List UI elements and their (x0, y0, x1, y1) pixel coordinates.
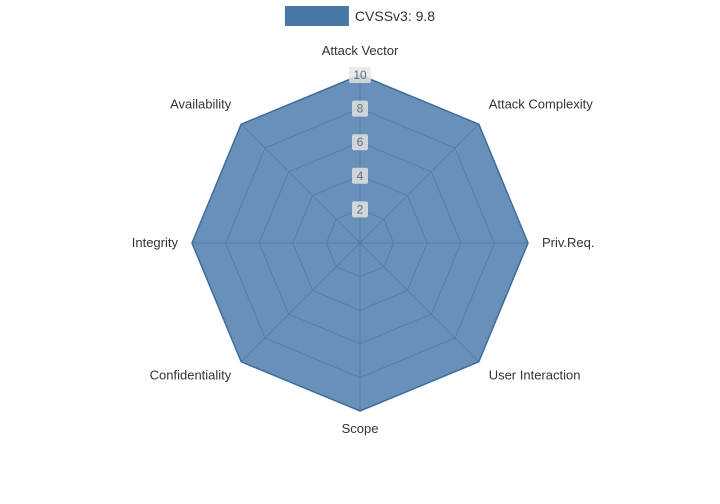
radar-tick-label: 8 (352, 100, 368, 117)
svg-text:2: 2 (357, 202, 364, 216)
legend[interactable]: CVSSv3: 9.8 (284, 6, 436, 26)
radar-axis-label: Priv.Req. (542, 235, 595, 250)
radar-axis-label: Attack Complexity (489, 96, 594, 111)
radar-axis-label: User Interaction (489, 368, 581, 383)
svg-text:8: 8 (357, 102, 364, 116)
legend-label: CVSSv3: 9.8 (354, 8, 436, 24)
radar-tick-label: 4 (352, 167, 368, 184)
radar-tick-label: 2 (352, 201, 368, 218)
svg-text:4: 4 (357, 169, 364, 183)
radar-axis-label: Integrity (132, 235, 179, 250)
radar-axis-label: Scope (342, 421, 379, 436)
svg-text:6: 6 (357, 135, 364, 149)
radar-axis-label: Attack Vector (322, 43, 399, 58)
svg-text:10: 10 (353, 68, 367, 82)
radar-tick-label: 10 (349, 67, 371, 83)
radar-axis-label: Availability (170, 96, 232, 111)
legend-swatch (284, 6, 349, 26)
radar-tick-label: 6 (352, 134, 368, 151)
radar-series-area (191, 74, 529, 412)
radar-axis-label: Confidentiality (150, 368, 232, 383)
